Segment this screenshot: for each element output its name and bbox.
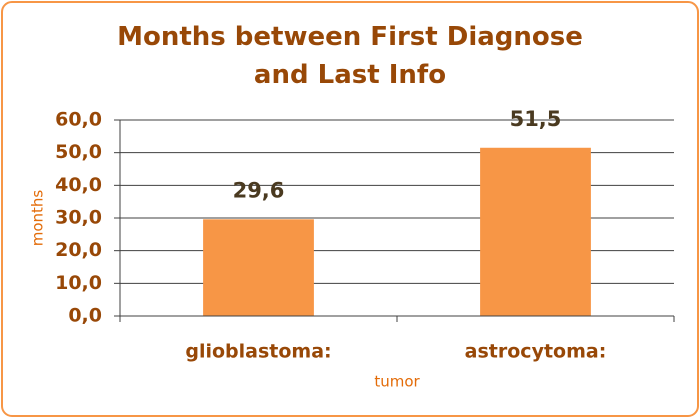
- y-tick-label: 50,0: [55, 141, 102, 163]
- y-tick-label: 40,0: [55, 174, 102, 196]
- y-tick-label: 60,0: [55, 109, 102, 131]
- x-tick-label: astrocytoma:: [465, 341, 607, 363]
- value-label: 51,5: [510, 107, 562, 131]
- y-tick-label: 10,0: [55, 272, 102, 294]
- bar: [480, 147, 591, 316]
- x-tick-label: glioblastoma:: [185, 341, 331, 363]
- chart-title: Months between First Diagnose and Last I…: [117, 22, 583, 90]
- bar: [203, 219, 314, 316]
- x-axis-title: tumor: [374, 373, 420, 391]
- y-axis-title: months: [29, 190, 47, 247]
- y-tick-label: 30,0: [55, 207, 102, 229]
- y-tick-label: 0,0: [68, 305, 102, 327]
- y-tick-label: 20,0: [55, 239, 102, 261]
- value-label: 29,6: [233, 178, 285, 202]
